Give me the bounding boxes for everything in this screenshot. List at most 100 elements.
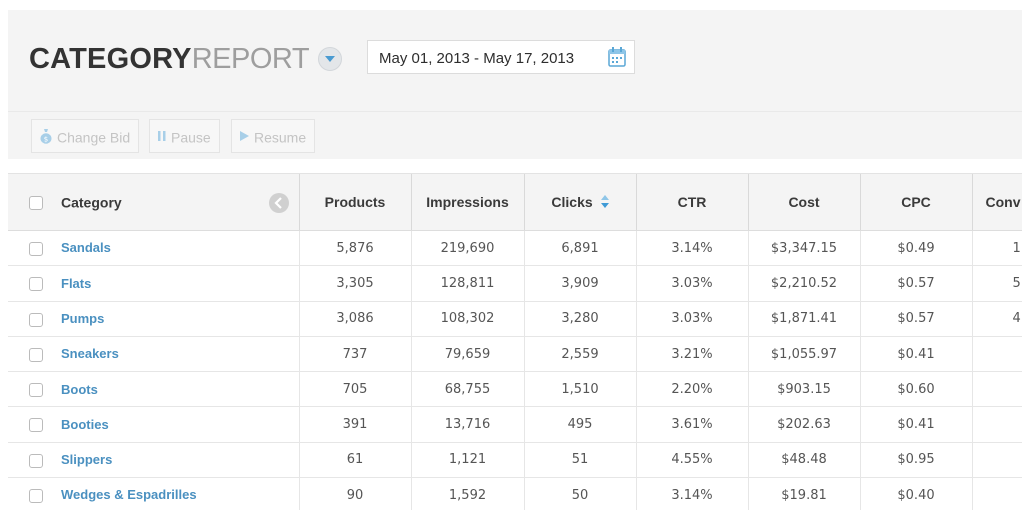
cell-ctr: 3.61%: [635, 406, 748, 443]
table-row: Pumps 3,086 108,302 3,280 3.03% $1,871.4…: [8, 301, 1022, 337]
row-checkbox[interactable]: [29, 418, 43, 433]
chevron-left-icon: [273, 197, 282, 209]
change-bid-button[interactable]: $ Change Bid: [31, 119, 139, 153]
sort-icon[interactable]: [600, 195, 609, 209]
table-header-row: Category Products Impressions Clicks: [8, 173, 1022, 231]
column-header-clicks-label: Clicks: [551, 193, 593, 210]
cell-clicks: 51: [523, 442, 636, 479]
row-checkbox[interactable]: [29, 453, 43, 468]
cell-clicks: 3,280: [523, 301, 636, 337]
cell-cost: $1,871.41: [747, 301, 860, 337]
select-all-checkbox[interactable]: [29, 195, 43, 210]
cell-ctr: 3.03%: [635, 265, 748, 302]
cell-impressions: 79,659: [410, 336, 524, 373]
row-checkbox[interactable]: [29, 312, 43, 327]
cell-cost: $202.63: [747, 406, 860, 443]
cell-products: 391: [298, 406, 411, 443]
cell-products: 90: [298, 477, 411, 510]
column-header-ctr[interactable]: CTR: [635, 173, 748, 231]
column-header-category-label: Category: [61, 194, 122, 211]
cell-cpc: $0.95: [859, 442, 972, 479]
cell-products: 3,305: [298, 265, 411, 302]
cell-cost: $1,055.97: [747, 336, 860, 373]
cell-products: 3,086: [298, 301, 411, 337]
cell-products: 705: [298, 371, 411, 408]
cell-clicks: 2,559: [523, 336, 636, 373]
category-link[interactable]: Sandals: [61, 240, 111, 256]
category-link[interactable]: Pumps: [61, 310, 105, 326]
resume-button[interactable]: Resume: [231, 119, 315, 153]
column-header-impressions[interactable]: Impressions: [410, 173, 524, 231]
play-icon: [240, 131, 249, 142]
cell-cpc: $0.57: [859, 265, 972, 302]
cell-products: 61: [298, 442, 411, 479]
column-header-conversions[interactable]: Conv: [971, 173, 1022, 231]
cell-impressions: 108,302: [410, 301, 524, 337]
cell-clicks: 495: [523, 406, 636, 443]
row-checkbox[interactable]: [29, 383, 43, 398]
pause-icon: [158, 131, 166, 142]
cell-impressions: 13,716: [410, 406, 524, 443]
cell-conversions: [971, 477, 1022, 510]
cell-impressions: 219,690: [410, 230, 524, 267]
cell-conversions: [971, 406, 1022, 443]
table-row: Sandals 5,876 219,690 6,891 3.14% $3,347…: [8, 230, 1022, 267]
cell-conversions: [971, 371, 1022, 408]
cell-cpc: $0.60: [859, 371, 972, 408]
cell-impressions: 128,811: [410, 265, 524, 302]
category-link[interactable]: Sneakers: [61, 346, 119, 362]
cell-impressions: 1,121: [410, 442, 524, 479]
category-link[interactable]: Boots: [61, 381, 98, 397]
column-header-clicks[interactable]: Clicks: [523, 173, 636, 231]
cell-ctr: 3.03%: [635, 301, 748, 337]
cell-impressions: 68,755: [410, 371, 524, 408]
table-row: Flats 3,305 128,811 3,909 3.03% $2,210.5…: [8, 265, 1022, 302]
table-row: Booties 391 13,716 495 3.61% $202.63 $0.…: [8, 406, 1022, 443]
pause-label: Pause: [171, 129, 211, 146]
cell-conversions: [971, 336, 1022, 373]
action-toolbar: $ Change Bid Pause Resume: [8, 111, 1022, 159]
cell-cost: $19.81: [747, 477, 860, 510]
pause-button[interactable]: Pause: [149, 119, 220, 153]
column-header-category[interactable]: Category: [8, 173, 299, 231]
date-range-picker[interactable]: May 01, 2013 - May 17, 2013: [367, 40, 635, 74]
cell-ctr: 3.21%: [635, 336, 748, 373]
table-row: Sneakers 737 79,659 2,559 3.21% $1,055.9…: [8, 336, 1022, 373]
row-checkbox[interactable]: [29, 347, 43, 362]
row-checkbox[interactable]: [29, 241, 43, 256]
report-table-container: Category Products Impressions Clicks: [8, 173, 1022, 510]
cell-clicks: 50: [523, 477, 636, 510]
money-bag-icon: $: [40, 129, 52, 144]
category-link[interactable]: Wedges & Espadrilles: [61, 487, 197, 503]
row-checkbox[interactable]: [29, 277, 43, 292]
report-header: CATEGORYREPORT May 01, 2013 - May 17, 20…: [8, 10, 1022, 111]
column-header-cpc[interactable]: CPC: [859, 173, 972, 231]
cell-ctr: 4.55%: [635, 442, 748, 479]
resume-label: Resume: [254, 129, 307, 146]
cell-cost: $903.15: [747, 371, 860, 408]
cell-cpc: $0.41: [859, 336, 972, 373]
cell-ctr: 3.14%: [635, 477, 748, 510]
calendar-icon[interactable]: [608, 46, 626, 68]
date-range-value: May 01, 2013 - May 17, 2013: [379, 50, 575, 67]
category-link[interactable]: Flats: [61, 275, 92, 291]
cell-cpc: $0.57: [859, 301, 972, 337]
page-title-bold: CATEGORY: [29, 43, 192, 75]
cell-cpc: $0.40: [859, 477, 972, 510]
column-header-cost[interactable]: Cost: [747, 173, 860, 231]
category-link[interactable]: Booties: [61, 416, 109, 432]
cell-conversions: 4: [971, 301, 1022, 337]
cell-conversions: [971, 442, 1022, 479]
row-checkbox[interactable]: [29, 489, 43, 503]
column-header-products[interactable]: Products: [298, 173, 411, 231]
cell-products: 737: [298, 336, 411, 373]
collapse-column-button[interactable]: [268, 193, 289, 213]
report-type-toggle[interactable]: [318, 47, 342, 71]
cell-products: 5,876: [298, 230, 411, 267]
category-report-table: Category Products Impressions Clicks: [8, 173, 1022, 510]
cell-impressions: 1,592: [410, 477, 524, 510]
chevron-down-icon: [325, 56, 335, 62]
category-link[interactable]: Slippers: [61, 452, 113, 468]
cell-ctr: 3.14%: [635, 230, 748, 267]
table-row: Slippers 61 1,121 51 4.55% $48.48 $0.95: [8, 442, 1022, 479]
